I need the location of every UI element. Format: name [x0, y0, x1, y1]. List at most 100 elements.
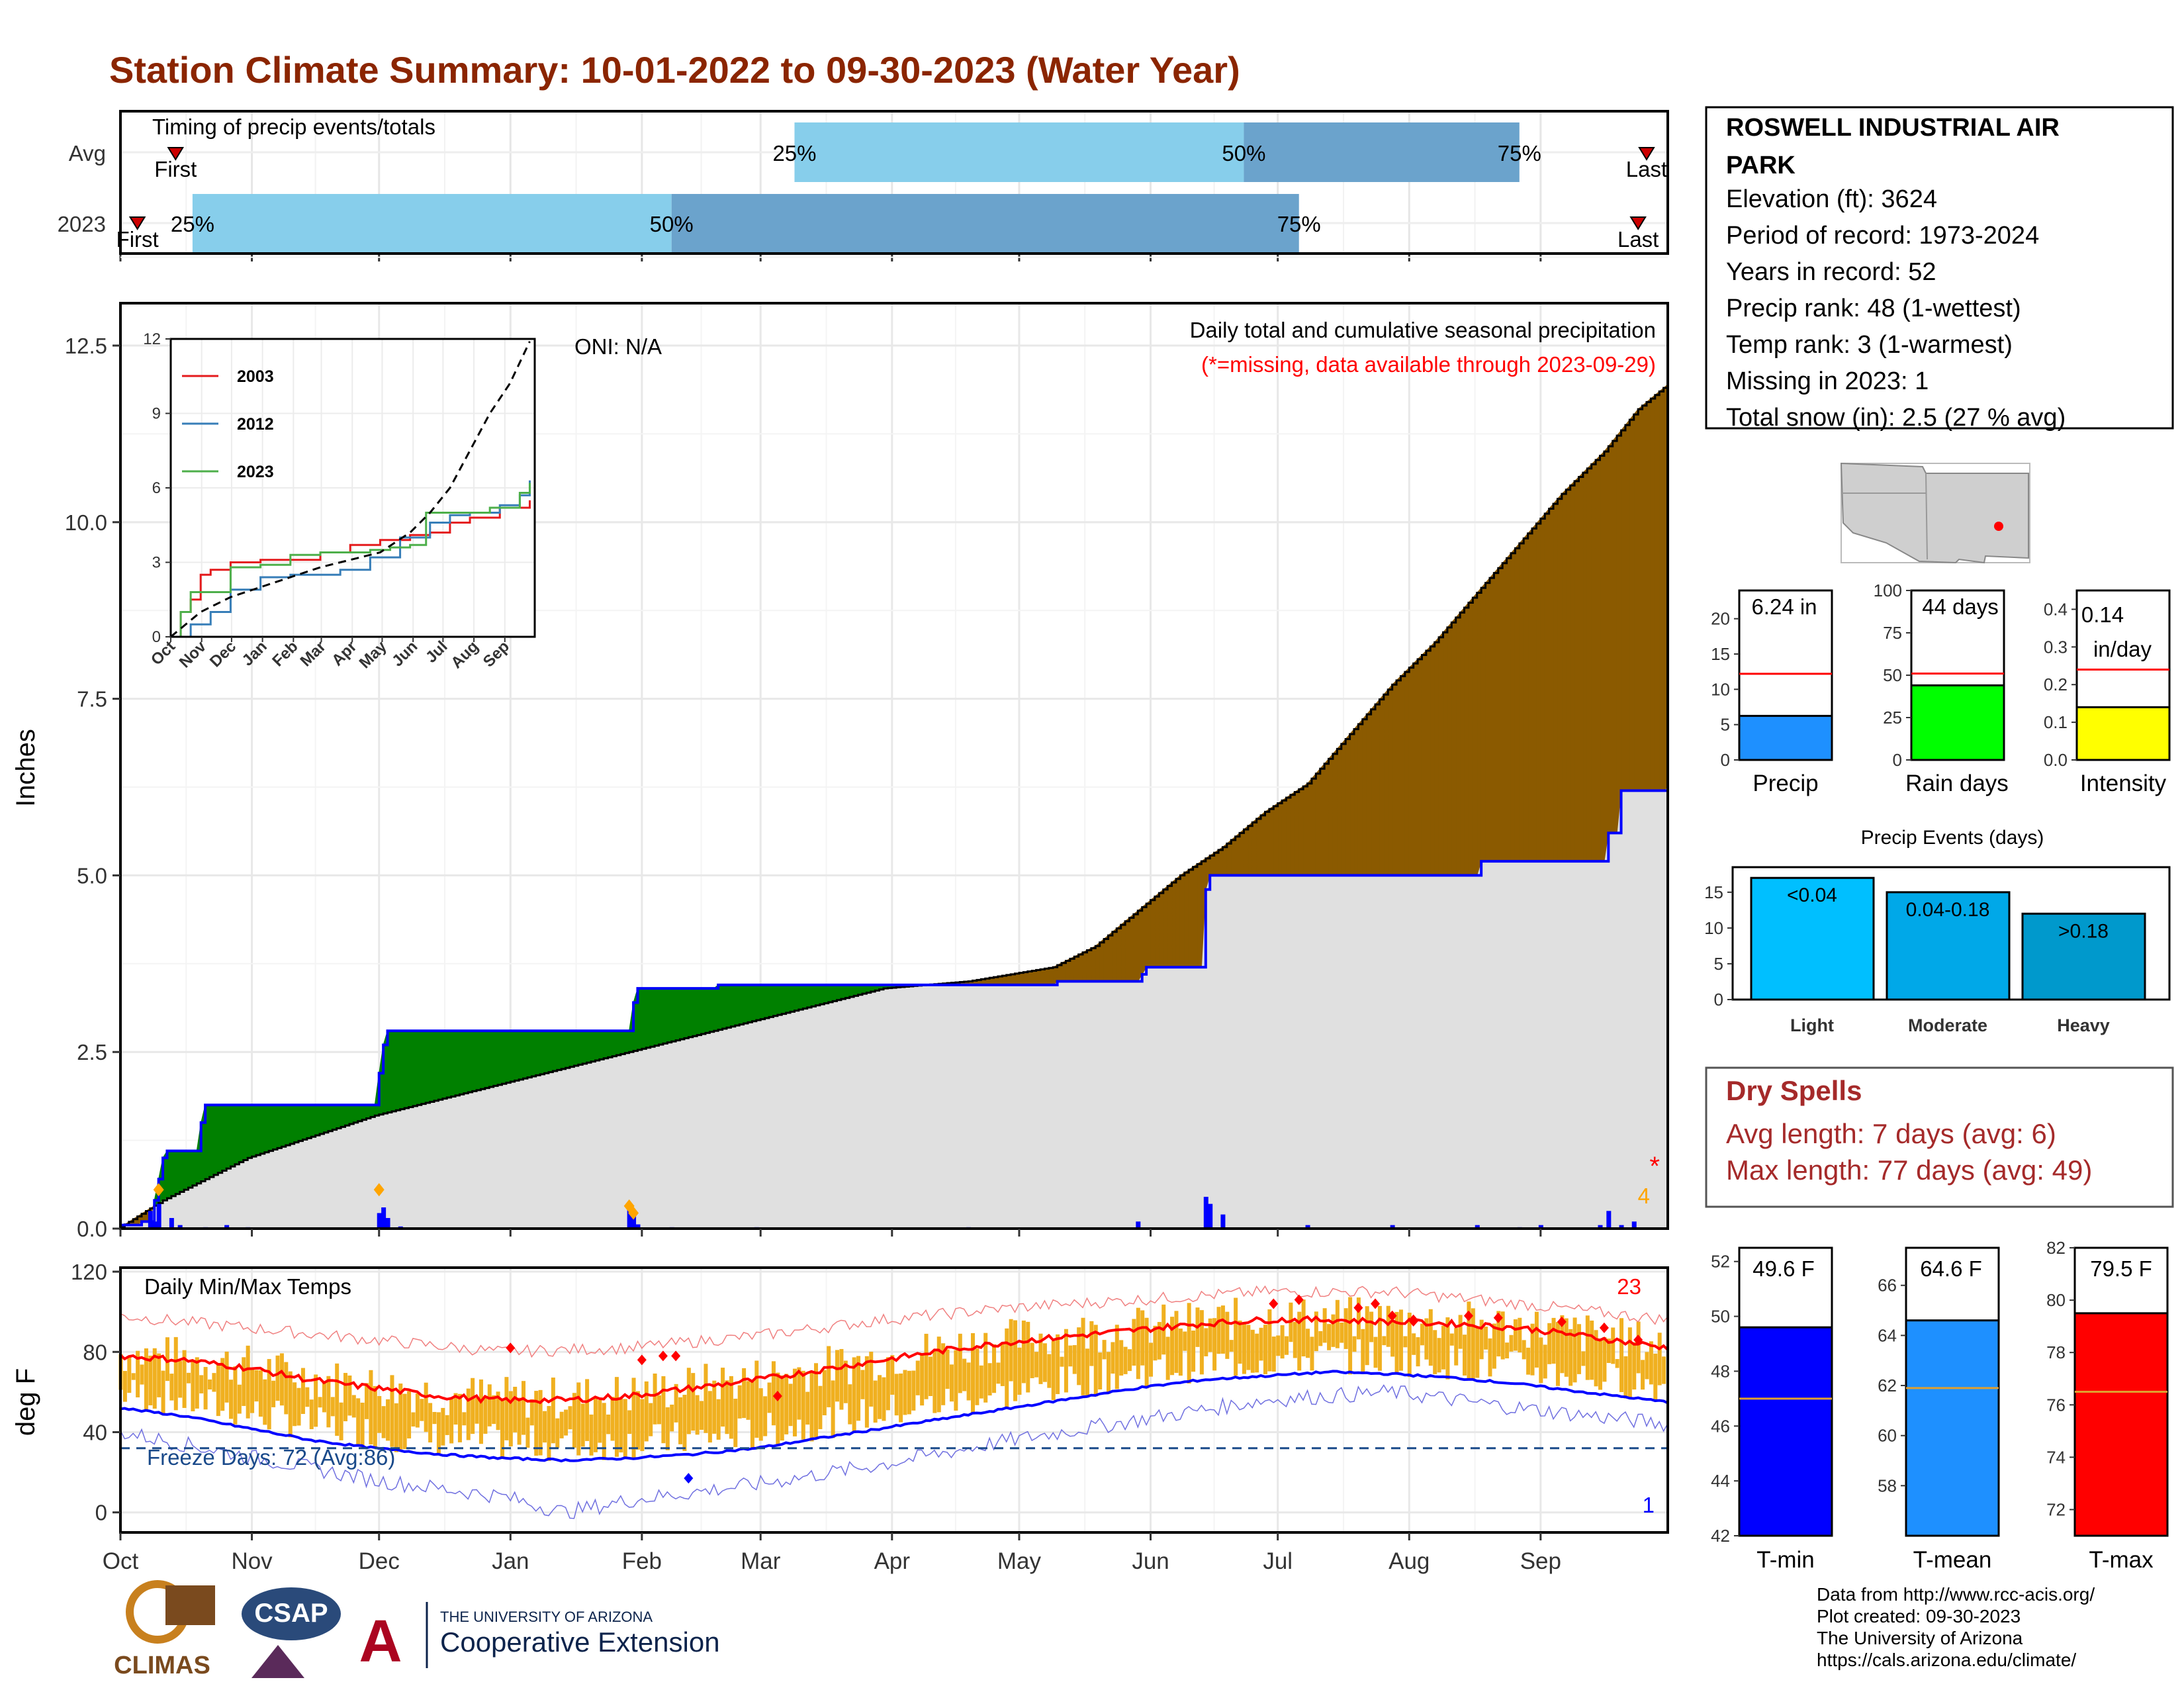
temp-daily-range-bar [1238, 1320, 1242, 1364]
temp-summary-ytick-label: 44 [1711, 1471, 1730, 1491]
temp-daily-range-bar [296, 1387, 301, 1426]
station-snow: Total snow (in): 2.5 (27 % avg) [1726, 404, 2066, 432]
temp-daily-range-bar [644, 1381, 649, 1442]
temp-daily-range-bar [212, 1373, 216, 1392]
yr-last-label: Last [1617, 227, 1659, 252]
temp-daily-range-bar [191, 1361, 195, 1412]
daily-precip-bar [381, 1207, 387, 1229]
temp-daily-range-bar [686, 1368, 691, 1434]
temp-daily-range-bar [878, 1375, 882, 1419]
temp-daily-range-bar [1602, 1336, 1607, 1382]
climas-mark [165, 1585, 215, 1625]
timing-row-avg: Avg [69, 141, 106, 165]
temp-daily-range-bar [1072, 1345, 1077, 1374]
map-state-border [1925, 473, 1928, 560]
temp-daily-range-bar [365, 1383, 369, 1419]
daily-precip-bar [1475, 1225, 1480, 1229]
temp-daily-range-bar [279, 1353, 284, 1406]
temp-daily-range-bar [903, 1370, 907, 1415]
events-bar-label: <0.04 [1787, 884, 1837, 906]
ua-coop-ext: Cooperative Extension [440, 1626, 720, 1658]
temp-daily-range-bar [1475, 1326, 1480, 1378]
temp-daily-range-bar [1144, 1317, 1149, 1389]
mini-ytick-label: 0.4 [2044, 599, 2068, 619]
yr-last-marker [1629, 216, 1647, 230]
temp-daily-range-bar [318, 1397, 322, 1408]
temp-daily-range-bar [1606, 1338, 1611, 1364]
temp-daily-range-bar [1335, 1299, 1340, 1348]
station-name-line1: ROSWELL INDUSTRIAL AIR [1726, 114, 2060, 142]
month-label-oct: Oct [103, 1548, 139, 1574]
tmax-value: 79.5 F [2090, 1256, 2152, 1281]
temp-daily-range-bar [242, 1357, 246, 1406]
inset-xtick-label: Aug [447, 637, 482, 672]
temp-daily-range-bar [326, 1376, 331, 1428]
mini-ytick-label: 20 [1711, 609, 1730, 629]
temp-daily-range-bar [691, 1373, 696, 1431]
inset-ytick-label: 12 [143, 330, 161, 348]
temp-daily-range-bar [1492, 1323, 1496, 1369]
temp-daily-range-bar [1225, 1311, 1230, 1359]
temp-daily-range-bar [1340, 1322, 1344, 1343]
temp-daily-range-bar [1318, 1331, 1323, 1346]
station-temp-rank: Temp rank: 3 (1-warmest) [1726, 331, 2013, 359]
precip-ytick-label: 12.5 [65, 334, 107, 358]
temp-daily-range-bar [831, 1380, 835, 1438]
temp-daily-range-bar [945, 1349, 950, 1389]
temp-daily-range-bar [843, 1360, 848, 1403]
mini-ytick-label: 100 [1874, 581, 1902, 600]
temp-record-max-line [120, 1285, 1668, 1358]
temp-daily-range-bar [1327, 1324, 1332, 1350]
precip-ytick-label: 0.0 [77, 1217, 107, 1241]
dry-spells-max: Max length: 77 days (avg: 49) [1726, 1154, 2092, 1186]
station-years: Years in record: 52 [1726, 258, 1936, 286]
precip-ytick-label: 5.0 [77, 863, 107, 888]
temp-daily-range-bar [220, 1358, 225, 1411]
temp-daily-range-bar [1115, 1325, 1119, 1389]
min-record-count: 1 [1643, 1493, 1655, 1517]
temp-daily-range-bar [1445, 1317, 1450, 1380]
temp-daily-range-bar [1263, 1325, 1267, 1374]
temp-daily-range-bar [576, 1382, 581, 1456]
temp-daily-range-bar [1522, 1340, 1526, 1360]
timing-frame [119, 110, 1669, 255]
station-box-frame [1705, 106, 2174, 430]
temp-daily-range-bar [1623, 1356, 1628, 1399]
daily-precip-bar [177, 1225, 183, 1229]
temp-daily-range-bar [1403, 1336, 1408, 1348]
temp-daily-range-bar [314, 1374, 318, 1427]
temp-daily-range-bar [1449, 1333, 1454, 1346]
temp-panel: 0 40 80 120 Daily Min/Max Temps Freeze Days… [11, 1260, 1669, 1574]
temp-daily-range-bar [674, 1383, 678, 1423]
temp-daily-range-bar [534, 1391, 539, 1456]
record-high-marker [1353, 1302, 1363, 1313]
rain-days-mini-value: 44 days [1922, 594, 1999, 619]
temp-daily-range-bar [886, 1357, 890, 1411]
intensity-mini-value: 0.14 [2081, 602, 2124, 627]
inset-xtick-label: Dec [206, 637, 240, 671]
temp-daily-range-bar [300, 1368, 305, 1414]
temp-daily-range-bar [631, 1378, 636, 1459]
timing-bar-25-50 [192, 194, 672, 252]
temp-daily-range-bar [623, 1399, 627, 1460]
temp-daily-range-bar [1331, 1314, 1336, 1347]
temp-summary-ytick-label: 66 [1878, 1276, 1897, 1295]
temp-daily-range-bar [136, 1350, 140, 1397]
temp-daily-range-bar [1594, 1330, 1598, 1387]
temp-daily-range-bar [1539, 1337, 1543, 1383]
temp-daily-range-bar [729, 1376, 733, 1439]
mini-ytick-label: 5 [1721, 715, 1730, 735]
temp-daily-range-bar [864, 1356, 869, 1428]
dry-spells-avg: Avg length: 7 days (avg: 6) [1726, 1118, 2056, 1149]
mini-bar-charts: 0 5 10 15 20 0 25 50 75 100 0.0 0.1 0.2 0.3 0.4 [1711, 581, 2171, 770]
temp-daily-range-bar [394, 1403, 398, 1452]
daily-precip-bar [1220, 1214, 1226, 1229]
events-bar-label: >0.18 [2058, 920, 2109, 942]
temp-daily-range-bar [1433, 1330, 1437, 1374]
record-high-marker [637, 1354, 647, 1366]
precip-panel-title: Daily total and cumulative seasonal prec… [1190, 318, 1656, 342]
daily-precip-bar [152, 1221, 158, 1229]
record-high-marker [1557, 1316, 1567, 1327]
temp-ylabel: deg F [11, 1368, 40, 1436]
